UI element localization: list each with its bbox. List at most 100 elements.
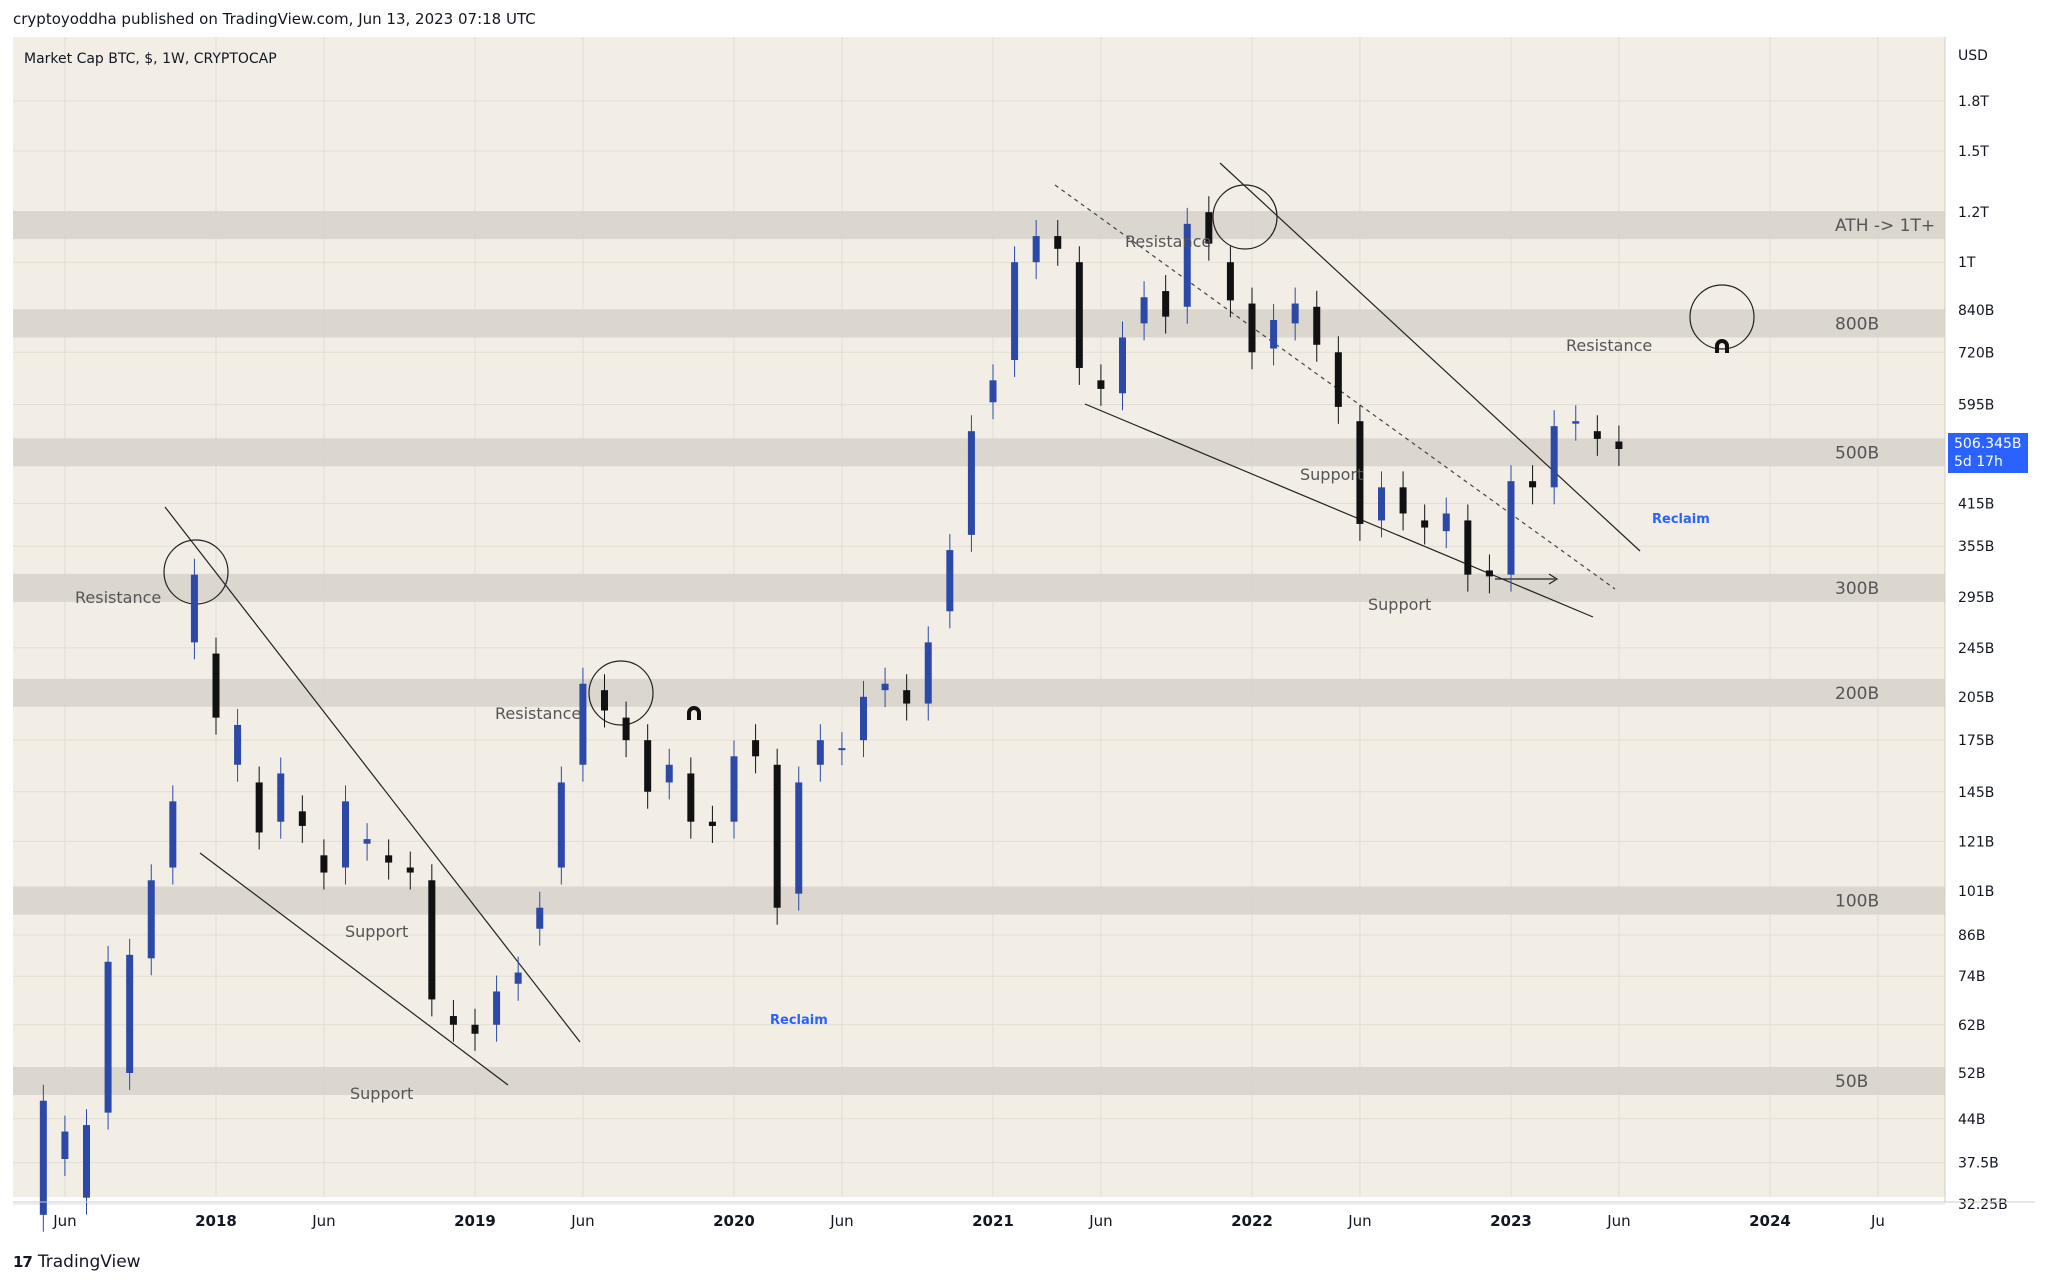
candle-body <box>1291 303 1299 324</box>
candle-body <box>126 954 134 1073</box>
tradingview-logo[interactable]: 17 TradingView <box>13 1252 141 1272</box>
zone-band-200b <box>13 678 1945 707</box>
candle-body <box>665 764 673 783</box>
zone-band-ath-1t- <box>13 211 1945 240</box>
x-axis: Jun 2018 Jun 2019 Jun 2020 Jun 2021 Jun 2022 Jun 20… <box>52 1212 1885 1230</box>
last-price-tag: 506.345B 5d 17h <box>1948 433 2028 473</box>
candle-body <box>1507 481 1515 575</box>
candle-body <box>1226 262 1234 301</box>
symbol-legend: Market Cap BTC, $, 1W, CRYPTOCAP <box>24 51 277 67</box>
candle-body <box>946 550 954 612</box>
zone-band-100b <box>13 886 1945 915</box>
zone-band-50b <box>13 1067 1945 1096</box>
annotation-label: Resistance <box>1566 336 1652 355</box>
candle-body <box>1205 212 1213 244</box>
annotation-label: Support <box>350 1084 413 1103</box>
x-tick-label: 2019 <box>454 1212 496 1230</box>
candle-body <box>342 801 349 868</box>
highlight-circle-2023-target <box>1689 284 1755 350</box>
candle-body <box>579 683 587 765</box>
tradingview-wordmark: TradingView <box>37 1252 141 1272</box>
zone-label: 800B <box>1835 314 1879 334</box>
candle-body <box>1140 297 1148 324</box>
x-tick-label: Jun <box>570 1212 594 1230</box>
x-tick-label: Jun <box>1347 1212 1371 1230</box>
candle-body <box>493 991 501 1025</box>
trendline-2018-resistance <box>164 506 581 1043</box>
candle-body <box>1248 303 1256 353</box>
trendline-2022-resistance <box>1219 162 1641 552</box>
candle-body <box>449 1016 457 1025</box>
candle-body <box>967 431 975 535</box>
candle-body <box>1550 426 1558 488</box>
candle-body <box>277 773 285 822</box>
candle-body <box>147 880 155 959</box>
y-tick-label: 52B <box>1958 1066 1985 1082</box>
annotation-label: Reclaim <box>770 1013 828 1028</box>
candle-body <box>1378 487 1385 521</box>
candle-body <box>1421 520 1429 528</box>
candle-body <box>989 380 997 403</box>
candle-body <box>83 1125 90 1198</box>
annotation-label: Resistance <box>495 704 581 723</box>
zone-label: 50B <box>1835 1072 1868 1092</box>
annotation-label: Reclaim <box>1652 512 1710 527</box>
x-tick-label: 2023 <box>1490 1212 1532 1230</box>
annotation-label: Support <box>1368 595 1431 614</box>
annotation-label: Support <box>1300 465 1363 484</box>
x-tick-label: Ju <box>1870 1212 1885 1230</box>
candle-body <box>644 740 652 792</box>
candle-body <box>536 907 544 929</box>
candle-body <box>1054 236 1062 249</box>
candle-body <box>1270 319 1278 349</box>
magnet-icon <box>1715 339 1729 353</box>
candle-body <box>1032 236 1040 263</box>
y-axis-unit: USD <box>1958 48 1988 64</box>
zones: ATH -> 1T+ 800B 500B 300B 200B 100B 50B <box>13 211 1945 1096</box>
y-tick-label: 840B <box>1958 303 1994 319</box>
annotations: Resistance Support Support Resistance Reclai… <box>75 232 1729 1103</box>
candle-body <box>752 740 760 757</box>
x-tick-label: 2022 <box>1231 1212 1273 1230</box>
candle-body <box>1399 487 1407 514</box>
candle-body <box>406 867 414 873</box>
candle-body <box>860 696 867 741</box>
x-tick-label: 2024 <box>1749 1212 1791 1230</box>
y-tick-label: 44B <box>1958 1112 1985 1128</box>
candle-body <box>1313 306 1321 345</box>
annotation-label: Resistance <box>75 588 161 607</box>
chart-frame[interactable]: ATH -> 1T+ 800B 500B 300B 200B 100B 50B Resist… <box>0 37 2048 1240</box>
x-tick-label: Jun <box>1606 1212 1630 1230</box>
candle-body <box>385 855 393 863</box>
y-tick-label: 415B <box>1958 496 1994 512</box>
candle-body <box>363 839 371 844</box>
candle-body <box>1356 421 1364 524</box>
candle-body <box>320 855 328 873</box>
price-axis-bg <box>1945 37 2048 1197</box>
zone-band-800b <box>13 309 1945 338</box>
y-tick-label: 1T <box>1958 255 1976 271</box>
candle-body <box>1334 352 1342 407</box>
candle-body <box>1097 380 1105 389</box>
candle-body <box>881 683 889 691</box>
candle-body <box>234 724 242 765</box>
candle-body <box>212 653 220 718</box>
candle-body <box>1529 481 1537 488</box>
y-tick-label: 245B <box>1958 641 1994 657</box>
y-tick-label: 595B <box>1958 398 1994 414</box>
y-tick-label: 101B <box>1958 884 1994 900</box>
candles <box>39 196 1623 1232</box>
x-tick-label: Jun <box>829 1212 853 1230</box>
trendline-2022-support <box>1084 403 1594 618</box>
candle-body <box>169 801 177 868</box>
zone-label: ATH -> 1T+ <box>1835 216 1935 236</box>
zone-band-500b <box>13 438 1945 467</box>
y-tick-label: 37.5B <box>1958 1156 1999 1172</box>
magnet-icon <box>687 706 701 720</box>
market-cap-chart[interactable]: ATH -> 1T+ 800B 500B 300B 200B 100B 50B Resist… <box>0 37 2048 1240</box>
x-tick-label: 2018 <box>195 1212 237 1230</box>
candle-body <box>61 1131 69 1160</box>
candle-body <box>924 642 932 704</box>
annotation-label: Support <box>345 922 408 941</box>
y-tick-label: 32.25B <box>1958 1197 2008 1213</box>
